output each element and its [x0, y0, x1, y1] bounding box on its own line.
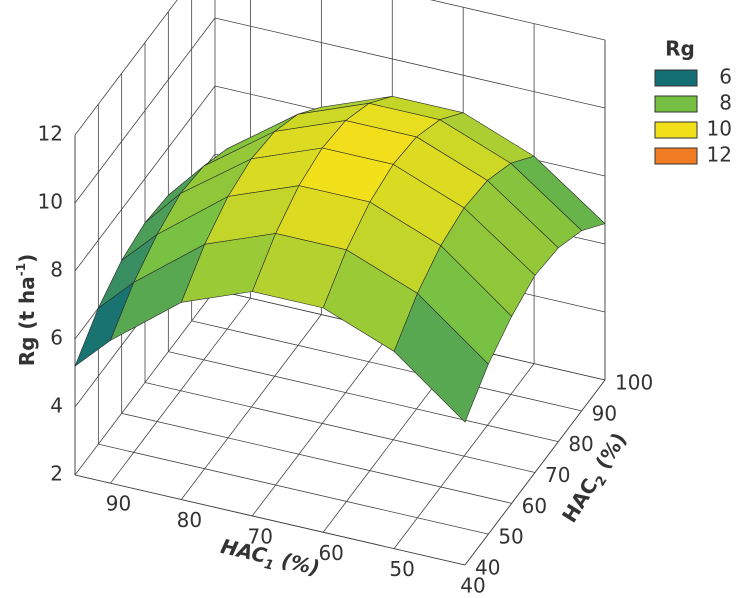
z-title-tail: )	[15, 254, 39, 263]
surface-patch	[393, 292, 489, 423]
y-tick-label: 50	[498, 525, 523, 549]
wall-grid-line	[74, 289, 216, 476]
y-tick-label: 100	[615, 371, 653, 395]
legend-label: 10	[707, 117, 732, 141]
legend-label: 12	[707, 143, 732, 167]
z-axis-title: Rg (t ha-1)	[14, 254, 39, 367]
legend-swatch	[654, 147, 698, 165]
floor-grid-line	[121, 412, 512, 504]
floor-grid-line	[168, 351, 559, 443]
x-tick-label: 60	[318, 541, 343, 565]
wall-grid-line	[214, 17, 606, 109]
legend-swatch	[654, 95, 698, 113]
z-tick-label: 4	[50, 394, 63, 418]
wall-grid-line	[74, 17, 216, 204]
floor-edge	[464, 379, 606, 566]
legend-swatch	[654, 121, 698, 139]
z-tick-label: 2	[50, 462, 63, 486]
x-title-sub: 1	[263, 557, 275, 574]
z-title-text: Rg (t ha	[15, 276, 39, 366]
legend-swatch	[654, 69, 698, 87]
wall-grid-line	[429, 0, 606, 41]
z-tick-label: 10	[38, 190, 63, 214]
y-tick-label: 90	[592, 401, 617, 425]
z-tick-label: 6	[50, 326, 63, 350]
floor-grid-line	[98, 443, 489, 535]
x-tick-label: 40	[460, 574, 485, 598]
floor-edge	[74, 474, 466, 566]
legend-label: 6	[719, 65, 732, 89]
x-tick-label: 90	[106, 492, 131, 516]
legend-title: Rg	[665, 37, 695, 61]
y-tick-label: 70	[545, 463, 570, 487]
x-title-tail: (%)	[273, 546, 323, 580]
z-tick-label: 8	[50, 258, 63, 282]
y-tick-label: 60	[522, 494, 547, 518]
wall-grid-line	[74, 85, 216, 272]
x-tick-label: 50	[389, 557, 414, 581]
y-tick-label: 80	[568, 432, 593, 456]
y-tick-label: 40	[475, 556, 500, 580]
z-tick-label: 12	[38, 122, 63, 146]
legend-label: 8	[719, 91, 732, 115]
floor-grid-line	[191, 320, 582, 412]
z-title-sup: -1	[14, 263, 28, 276]
wall-grid-line	[74, 0, 178, 136]
floor-grid-line	[144, 382, 536, 473]
x-tick-label: 70	[248, 524, 273, 548]
x-tick-label: 80	[177, 508, 202, 532]
